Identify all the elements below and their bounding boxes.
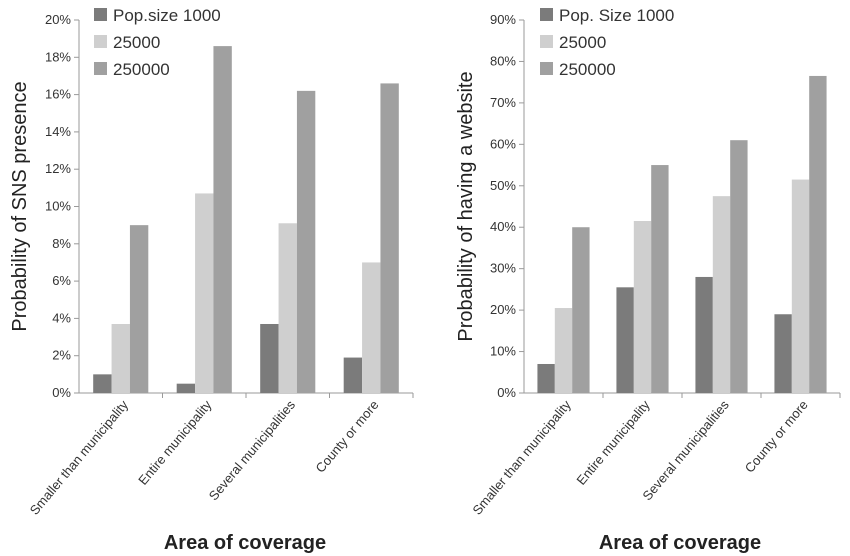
y-tick-label: 14% bbox=[45, 124, 71, 139]
category-label: County or more bbox=[312, 397, 381, 475]
bar bbox=[343, 357, 363, 393]
sns-presence-chart: 0% 2% 4% 6% 8% 10% 12% 14% 16% 18% 20% Smaller than… bbox=[9, 6, 414, 554]
bar bbox=[695, 276, 713, 393]
legend-label: 250000 bbox=[113, 60, 170, 79]
bar bbox=[260, 323, 279, 393]
y-tick-label: 0% bbox=[52, 385, 71, 400]
legend-swatch bbox=[94, 35, 107, 48]
bar bbox=[278, 223, 297, 393]
category-label: Entire municipality bbox=[135, 397, 215, 488]
y-tick-label: 90% bbox=[490, 12, 516, 27]
bar bbox=[633, 221, 652, 393]
y-tick-label: 80% bbox=[490, 53, 516, 68]
legend-swatch bbox=[540, 62, 553, 75]
legend-label: 25000 bbox=[113, 33, 160, 52]
bar bbox=[362, 262, 381, 393]
y-tick-label: 0% bbox=[497, 385, 516, 400]
bar bbox=[296, 90, 316, 394]
y-tick-label: 4% bbox=[52, 310, 71, 325]
bar bbox=[616, 287, 634, 393]
legend-label: 250000 bbox=[559, 60, 616, 79]
y-tick-label: 60% bbox=[490, 136, 516, 151]
legend-swatch bbox=[94, 62, 107, 75]
category-label: Several municipalities bbox=[206, 397, 299, 503]
y-tick-label: 16% bbox=[45, 87, 71, 102]
legend-label: 25000 bbox=[559, 33, 606, 52]
legend-label: Pop.size 1000 bbox=[113, 6, 221, 25]
legend-swatch bbox=[94, 8, 107, 21]
bar bbox=[93, 374, 112, 393]
bar bbox=[195, 193, 214, 393]
bar bbox=[712, 196, 731, 393]
bar bbox=[791, 179, 810, 393]
legend-label: Pop. Size 1000 bbox=[559, 6, 674, 25]
category-label: Smaller than municipality bbox=[469, 397, 574, 518]
category-label: Several municipalities bbox=[639, 397, 732, 503]
bar bbox=[651, 165, 669, 393]
y-tick-label: 30% bbox=[490, 261, 516, 276]
y-axis-title: Probability of SNS presence bbox=[9, 81, 31, 331]
legend-swatch bbox=[540, 35, 553, 48]
bar bbox=[111, 323, 130, 393]
category-label: County or more bbox=[742, 397, 811, 475]
y-tick-label: 70% bbox=[490, 95, 516, 110]
bar bbox=[774, 314, 792, 393]
y-axis-title: Probability of having a website bbox=[455, 71, 477, 341]
bar bbox=[213, 46, 232, 394]
y-tick-label: 20% bbox=[490, 302, 516, 317]
bar bbox=[572, 227, 590, 393]
y-tick-label: 10% bbox=[45, 199, 71, 214]
x-axis-title: Area of coverage bbox=[164, 532, 326, 554]
bar bbox=[129, 225, 149, 393]
bar bbox=[537, 363, 555, 393]
category-label: Smaller than municipality bbox=[27, 397, 132, 518]
y-tick-label: 6% bbox=[52, 273, 71, 288]
y-tick-label: 8% bbox=[52, 236, 71, 251]
bar bbox=[176, 383, 196, 393]
x-axis-title: Area of coverage bbox=[599, 532, 761, 554]
website-probability-chart: 0% 10% 20% 30% 40% 50% 60% 70% 80% 90% Smaller tha… bbox=[455, 6, 841, 554]
bar bbox=[730, 140, 748, 393]
bar bbox=[380, 83, 399, 393]
y-tick-label: 50% bbox=[490, 178, 516, 193]
y-tick-label: 20% bbox=[45, 12, 71, 27]
legend-swatch bbox=[540, 8, 553, 21]
bar bbox=[809, 75, 827, 393]
y-tick-label: 18% bbox=[45, 49, 71, 64]
y-tick-label: 12% bbox=[45, 161, 71, 176]
category-label: Entire municipality bbox=[573, 397, 653, 488]
y-tick-label: 2% bbox=[52, 348, 71, 363]
y-tick-label: 10% bbox=[490, 344, 516, 359]
y-tick-label: 40% bbox=[490, 219, 516, 234]
bar bbox=[554, 308, 573, 393]
